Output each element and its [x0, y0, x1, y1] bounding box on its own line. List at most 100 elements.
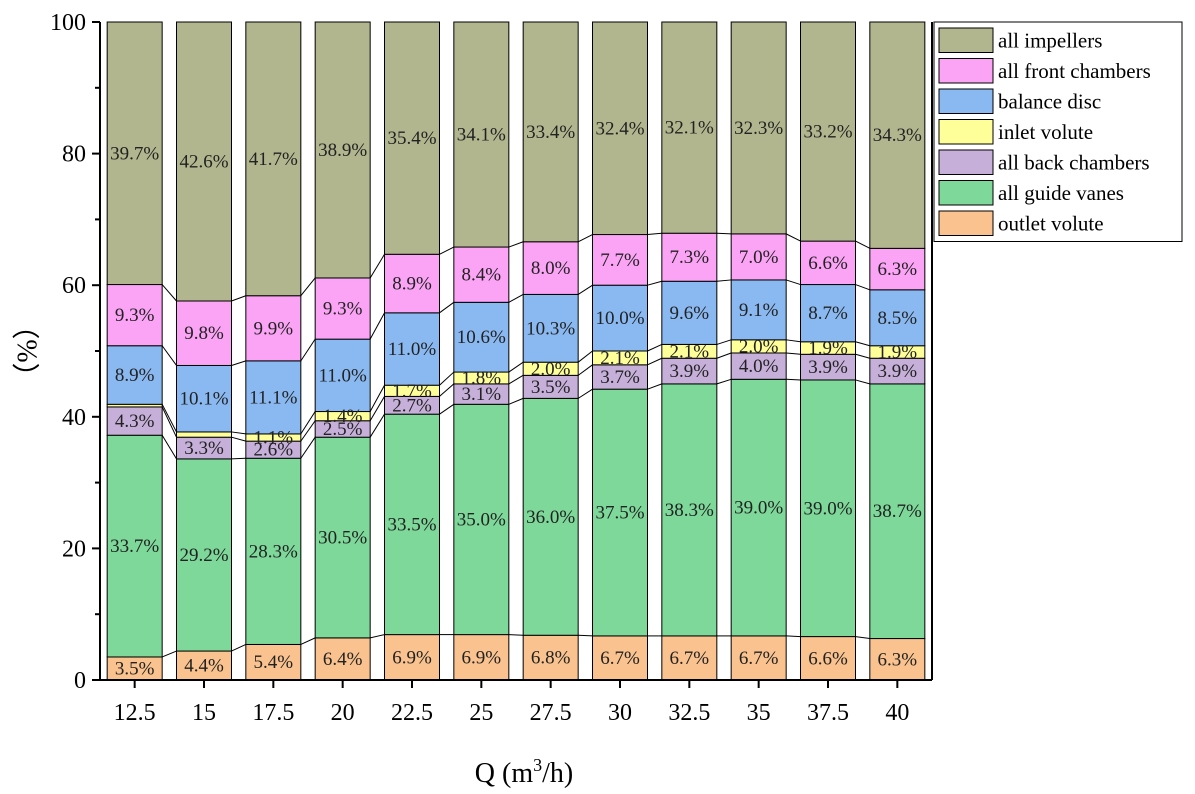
data-label-outlet-volute-12.5: 3.5% [115, 658, 155, 679]
data-label-all-front-chambers-30: 7.7% [600, 250, 640, 271]
connector-line [369, 396, 385, 422]
y-tick-label: 100 [50, 10, 86, 36]
data-label-all-front-chambers-35: 7.0% [739, 247, 779, 268]
data-label-all-impellers-15: 42.6% [179, 151, 228, 172]
connector-line [786, 635, 801, 638]
connector-line [161, 284, 177, 302]
connector-line [786, 339, 801, 343]
connector-line [439, 403, 455, 415]
data-label-all-impellers-12.5: 39.7% [110, 143, 159, 164]
data-label-all-guide-vanes-15: 29.2% [179, 545, 228, 566]
data-label-outlet-volute-35: 6.7% [739, 648, 779, 669]
connector-line [231, 457, 246, 460]
bar-segment-all-guide-vanes-17.5 [245, 457, 302, 645]
connector-line [647, 343, 663, 352]
bar-segment-all-front-chambers-27.5 [522, 241, 579, 295]
data-label-all-front-chambers-37.5: 6.6% [808, 253, 848, 274]
axes-layer: 0 20 40 60 80 100 12.5 15 17.5 20 22.5 25 27.5 30 32.5… [50, 10, 933, 726]
connector-line [508, 634, 524, 636]
bar-segment-all-guide-vanes-35 [730, 378, 787, 637]
bar-segment-inlet-volute-15 [176, 431, 232, 438]
data-label-all-back-chambers-35: 4.0% [739, 356, 779, 377]
connector-line [300, 277, 316, 297]
data-label-all-impellers-40: 34.3% [873, 125, 922, 146]
connector-line [647, 280, 662, 286]
connector-line [439, 383, 455, 397]
data-label-outlet-volute-30: 6.7% [600, 648, 640, 669]
legend-swatch-all-guide-vanes [938, 180, 994, 206]
legend-label-all-guide-vanes: all guide vanes [998, 181, 1124, 205]
bar-segment-all-impellers-12.5 [106, 21, 163, 286]
data-label-all-guide-vanes-40: 38.7% [873, 501, 922, 522]
bar-segment-all-back-chambers-32.5 [661, 357, 718, 385]
connector-line [855, 240, 871, 249]
data-label-all-back-chambers-32.5: 3.9% [670, 361, 710, 382]
connector-line [369, 384, 385, 412]
legend-swatch-all-back-chambers [938, 149, 994, 175]
data-label-balance-disc-37.5: 8.7% [808, 303, 848, 324]
data-label-balance-disc-15: 10.1% [179, 389, 228, 410]
x-tick-label: 22.5 [391, 700, 433, 726]
x-tick-label: 20 [331, 700, 355, 726]
connector-line [855, 379, 870, 385]
data-label-outlet-volute-20: 6.4% [323, 649, 363, 670]
connector-line [161, 406, 177, 438]
bar-segment-balance-disc-35 [730, 279, 787, 341]
bar-segment-all-guide-vanes-20 [314, 436, 371, 639]
bar-segment-outlet-volute-20 [314, 637, 371, 681]
connector-line [786, 279, 801, 286]
x-tick-label: 40 [885, 700, 909, 726]
data-label-all-guide-vanes-17.5: 28.3% [249, 541, 298, 562]
connector-line [716, 279, 732, 282]
data-label-all-impellers-27.5: 33.4% [526, 122, 575, 143]
data-label-inlet-volute-30: 2.1% [600, 348, 640, 369]
x-tick-label: 30 [608, 700, 632, 726]
connector-line [577, 234, 593, 243]
data-label-outlet-volute-40: 6.3% [878, 649, 918, 670]
bar-segment-all-impellers-20 [314, 21, 371, 279]
connector-line [231, 360, 246, 366]
bar-segment-all-impellers-17.5 [245, 21, 302, 297]
legend-label-outlet-volute: outlet volute [998, 211, 1104, 235]
connector-line [439, 371, 455, 386]
data-label-balance-disc-35: 9.1% [739, 300, 779, 321]
data-label-all-impellers-25: 34.1% [457, 125, 506, 146]
data-label-balance-disc-12.5: 8.9% [115, 365, 155, 386]
bar-segment-all-impellers-25 [453, 21, 510, 248]
data-label-balance-disc-32.5: 9.6% [670, 303, 710, 324]
data-label-all-front-chambers-17.5: 9.9% [254, 318, 294, 339]
bar-segment-all-guide-vanes-22.5 [384, 413, 440, 636]
connector-line [716, 352, 732, 359]
bars-layer [106, 21, 926, 681]
data-label-all-guide-vanes-32.5: 38.3% [665, 500, 714, 521]
data-label-outlet-volute-15: 4.4% [184, 656, 224, 677]
data-label-all-guide-vanes-25: 35.0% [457, 509, 506, 530]
connector-line [300, 436, 316, 459]
connector-line [716, 339, 732, 345]
legend-swatch-all-front-chambers [938, 58, 994, 84]
data-label-inlet-volute-25: 1.8% [462, 368, 502, 389]
data-label-all-impellers-22.5: 35.4% [387, 128, 436, 149]
data-label-inlet-volute-32.5: 2.1% [670, 341, 710, 362]
connector-line [508, 241, 524, 248]
data-label-outlet-volute-27.5: 6.8% [531, 648, 571, 669]
connector-line [161, 345, 177, 366]
bar-segment-all-guide-vanes-37.5 [800, 379, 856, 638]
bar-segment-all-front-chambers-12.5 [106, 284, 163, 347]
connector-line [647, 357, 663, 366]
connector-line [785, 233, 801, 242]
bar-segment-all-guide-vanes-12.5 [106, 434, 163, 658]
bar-segment-outlet-volute-15 [176, 650, 232, 681]
data-label-all-guide-vanes-12.5: 33.7% [110, 536, 159, 557]
data-label-outlet-volute-25: 6.9% [462, 647, 502, 668]
bar-segment-all-guide-vanes-40 [869, 383, 926, 640]
connector-line [231, 295, 247, 302]
data-label-outlet-volute-37.5: 6.6% [808, 648, 848, 669]
connector-line [231, 431, 246, 435]
bar-segment-all-front-chambers-35 [730, 233, 787, 281]
data-label-all-back-chambers-12.5: 4.3% [115, 411, 155, 432]
connector-line [161, 434, 177, 460]
legend-swatch-outlet-volute [938, 210, 994, 236]
connector-line [855, 636, 870, 640]
